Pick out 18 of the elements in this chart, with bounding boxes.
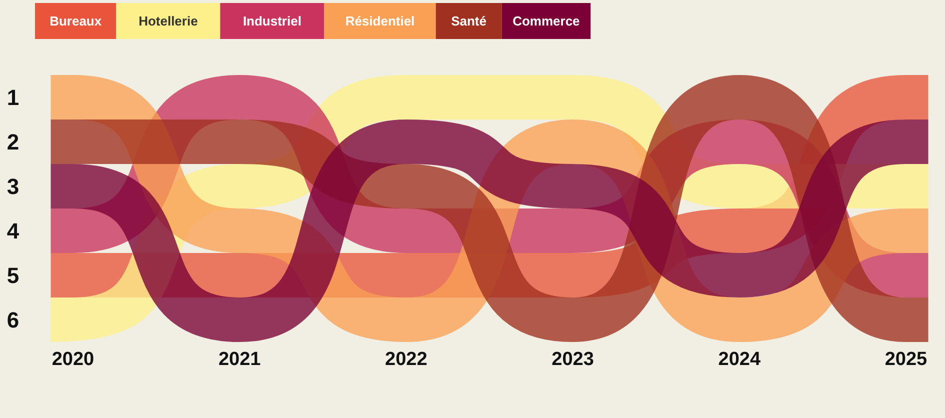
y-tick-label: 1 <box>6 84 20 110</box>
text: Bureaux <box>50 14 102 29</box>
x-tick-label: 2025 <box>884 349 928 370</box>
x-tick-label: 2021 <box>218 349 262 370</box>
text: Commerce <box>512 14 580 29</box>
y-tick-label: 5 <box>6 262 20 288</box>
text: Industriel <box>242 14 302 29</box>
y-tick-label: 6 <box>6 307 20 332</box>
y-tick-label: 4 <box>6 218 20 244</box>
x-tick-label: 2020 <box>52 349 94 370</box>
x-tick-label: 2022 <box>385 349 428 370</box>
text: Résidentiel <box>345 14 415 29</box>
text: Hotellerie <box>138 14 198 29</box>
x-tick-label: 2023 <box>552 349 594 370</box>
x-tick-label: 2024 <box>718 349 761 370</box>
y-tick-label: 2 <box>6 129 20 154</box>
text: Santé <box>451 14 487 29</box>
y-tick-label: 3 <box>6 174 20 199</box>
